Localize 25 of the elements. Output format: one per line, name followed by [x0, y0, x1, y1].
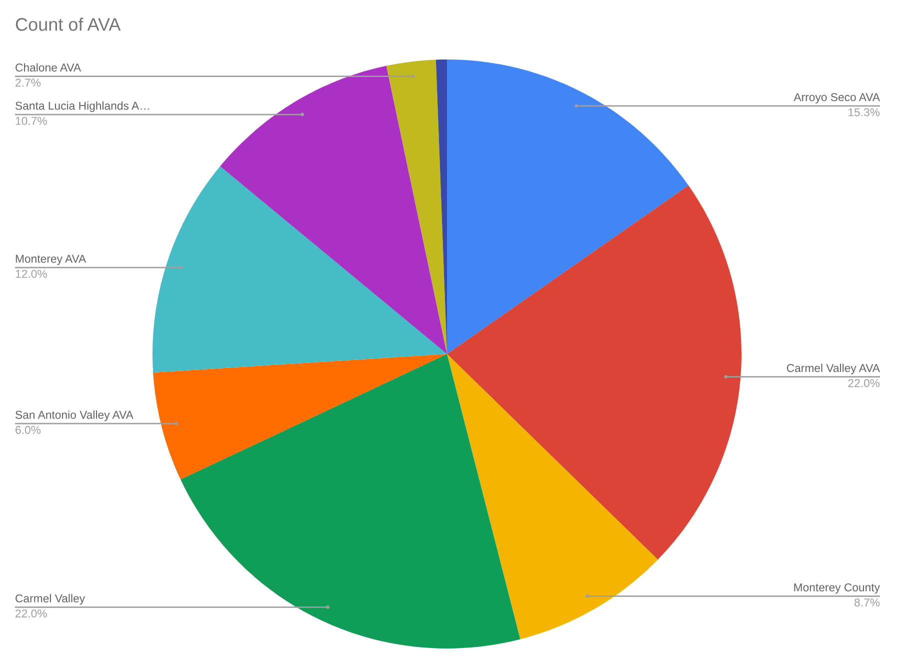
pie-slice [152, 166, 447, 372]
slice-label: Monterey County [794, 583, 880, 594]
slice-label: Carmel Valley [16, 594, 86, 605]
data-label: 12.0% [16, 270, 47, 278]
slice-label: Chalone AVA [16, 63, 82, 72]
pie-slice [447, 60, 688, 354]
slice-label: Arroyo Seco AVA [794, 93, 880, 104]
pie-slice [180, 354, 520, 648]
slice-label: Santa Lucia Highlands A… [16, 101, 149, 112]
data-label: 10.7% [16, 116, 47, 125]
slice-label: Carmel Valley AVA [786, 364, 880, 374]
slice-label: San Antonio Valley AVA [16, 410, 134, 422]
pie-slice [447, 185, 742, 560]
data-label: 15.3% [848, 108, 880, 116]
slice-label: Monterey AVA [16, 254, 86, 266]
pie-slice [220, 66, 447, 354]
data-label: 8.7% [854, 598, 880, 607]
data-label: 22.0% [16, 609, 47, 618]
pie-slice [386, 60, 447, 354]
data-label: 2.7% [16, 78, 41, 87]
pie-slice [447, 354, 658, 640]
chart-title: Count of AVA [16, 18, 121, 31]
data-label: 6.0% [16, 426, 41, 434]
data-label: 22.0% [848, 379, 880, 388]
pie-slice [153, 354, 447, 480]
